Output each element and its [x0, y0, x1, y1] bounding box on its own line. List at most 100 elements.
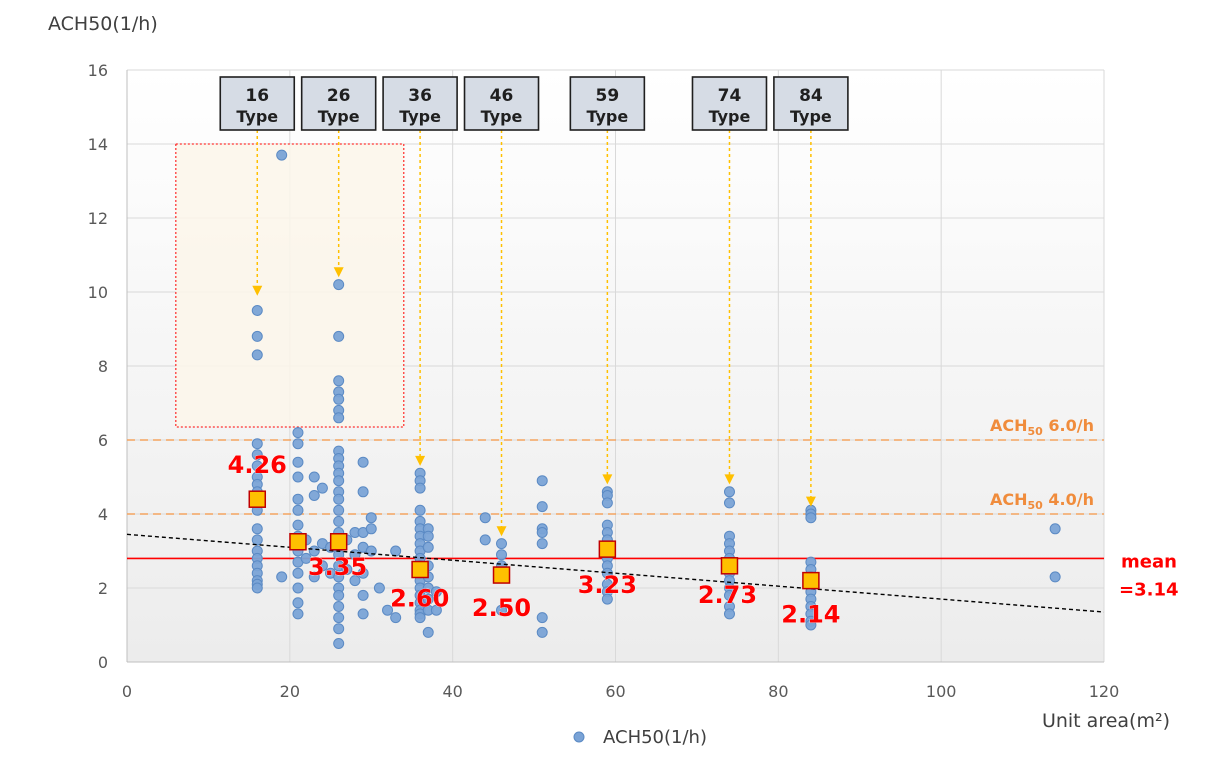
average-value-label: 3.35 — [308, 553, 367, 581]
type-box-label: Type — [709, 107, 751, 126]
type-box-label: Type — [236, 107, 278, 126]
data-point — [536, 626, 548, 638]
data-point — [292, 471, 304, 483]
x-tick-label: 80 — [768, 682, 788, 701]
data-point — [723, 486, 735, 498]
data-point — [414, 612, 426, 624]
data-point — [601, 497, 613, 509]
average-marker — [720, 557, 739, 575]
data-point — [251, 438, 263, 450]
average-marker — [492, 566, 511, 584]
type-box-number: 59 — [596, 86, 620, 106]
data-point — [308, 571, 320, 583]
average-marker — [329, 533, 348, 551]
type-box-number: 16 — [245, 86, 269, 106]
data-point — [333, 623, 345, 635]
average-value-label: 3.23 — [578, 571, 637, 599]
type-arrow-head — [724, 474, 735, 485]
data-point — [292, 456, 304, 468]
data-point — [357, 567, 369, 579]
type-box-number: 84 — [799, 86, 823, 106]
type-arrow-head — [333, 267, 344, 278]
data-point — [723, 497, 735, 509]
data-point — [430, 604, 442, 616]
data-point — [357, 589, 369, 601]
data-point — [601, 593, 613, 605]
data-point — [251, 349, 263, 361]
data-point — [333, 612, 345, 624]
y-tick-label: 14 — [88, 135, 108, 154]
data-point — [382, 604, 394, 616]
data-point — [308, 490, 320, 501]
data-point — [292, 438, 304, 450]
x-tick-label: 0 — [122, 682, 132, 701]
type-arrow-head — [496, 526, 507, 537]
x-tick-label: 60 — [605, 682, 625, 701]
type-arrow-head — [805, 496, 816, 507]
data-point — [422, 530, 434, 542]
reference-line-label: ACH50 4.0/h — [990, 490, 1094, 512]
average-marker — [248, 490, 267, 508]
data-point — [479, 512, 491, 524]
reference-lines: ACH50 6.0/h ACH50 4.0/h — [127, 416, 1104, 560]
type-box-label: Type — [481, 107, 523, 126]
data-point — [805, 512, 817, 524]
data-point — [333, 412, 345, 424]
y-tick-label: 8 — [98, 357, 108, 376]
data-point — [1049, 523, 1061, 535]
data-point — [536, 527, 548, 538]
data-point — [536, 475, 548, 487]
data-point — [251, 534, 263, 546]
data-point — [496, 604, 508, 616]
data-point — [308, 471, 320, 483]
type-box-number: 74 — [718, 86, 742, 106]
data-point — [373, 582, 385, 594]
labels: 4.26 3.35 2.60 2.50 3.23 2.73 2.14 mean =3.14 — [227, 451, 1179, 629]
highlight-box — [175, 143, 405, 428]
data-point — [430, 586, 442, 598]
data-point — [341, 564, 353, 575]
data-point — [479, 534, 491, 546]
data-point — [333, 589, 345, 601]
type-arrow-head — [252, 285, 263, 296]
y-tick-label: 10 — [88, 283, 108, 302]
type-boxes: 16Type26Type36Type46Type59Type74Type84Ty… — [219, 76, 849, 131]
data-point — [276, 149, 288, 161]
data-point — [414, 482, 426, 494]
data-point — [292, 504, 304, 516]
data-point — [333, 375, 345, 387]
reference-line-label: ACH50 6.0/h — [990, 416, 1094, 438]
legend-label: ACH50(1/h) — [603, 727, 707, 748]
data-point — [292, 519, 304, 531]
data-point — [365, 512, 377, 524]
type-box — [773, 76, 849, 131]
data-point — [251, 449, 263, 461]
x-tick-label: 100 — [926, 682, 957, 701]
type-box — [300, 76, 377, 131]
y-axis-title: ACH50(1/h) — [48, 13, 158, 35]
data-point — [422, 626, 434, 638]
data-point — [357, 456, 369, 468]
data-point — [292, 582, 304, 594]
data-point — [536, 501, 548, 513]
data-point — [292, 567, 304, 579]
data-point — [333, 571, 345, 583]
y-tick-label: 16 — [88, 61, 108, 80]
data-point — [292, 493, 304, 505]
data-point — [300, 552, 312, 564]
data-point — [536, 612, 548, 624]
average-value-label: 2.73 — [698, 581, 757, 609]
y-tick-label: 4 — [98, 505, 108, 524]
data-point — [292, 608, 304, 620]
type-box-label: Type — [399, 107, 441, 126]
data-point — [723, 608, 735, 620]
mean-label-line2: =3.14 — [1119, 579, 1179, 600]
data-point — [422, 541, 434, 553]
type-arrow-head — [415, 455, 426, 466]
type-box-label: Type — [318, 107, 360, 126]
average-marker — [598, 540, 617, 558]
type-box-label: Type — [586, 107, 628, 126]
data-point — [333, 638, 345, 649]
type-box-number: 46 — [490, 86, 514, 106]
